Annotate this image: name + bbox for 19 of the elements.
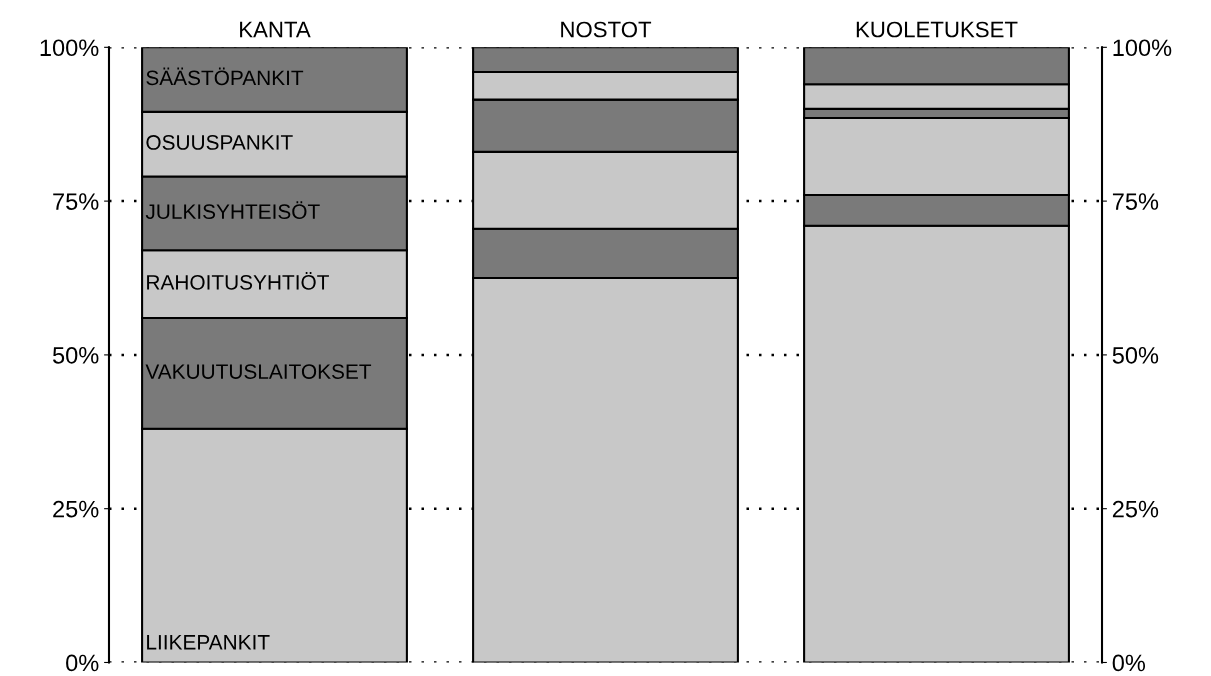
series-label: RAHOITUSYHTIÖT	[147, 272, 329, 290]
y2-tick-label: 50%	[1112, 346, 1159, 364]
series-label: LIIKEPANKIT	[147, 635, 270, 650]
y-tick-label: 75%	[53, 193, 99, 210]
y2-tick-label: 0%	[1112, 654, 1146, 672]
x-tick-label: NOSTOT	[561, 21, 652, 38]
series-label: JULKISYHTEISÖT	[145, 201, 320, 220]
y2-tick-label: 25%	[1112, 500, 1159, 518]
y-tick-label: 50%	[52, 346, 99, 364]
y-tick-label: 25%	[53, 500, 99, 518]
y-tick-label: 100%	[40, 39, 99, 57]
y2-tick-label: 75%	[1112, 193, 1159, 210]
y-tick-label: 0%	[66, 654, 99, 672]
x-tick-label: KUOLETUKSET	[856, 21, 1018, 38]
series-label: OSUUSPANKIT	[146, 135, 293, 150]
y2-tick-label: 100%	[1113, 39, 1172, 57]
x-tick-label: KANTA	[240, 21, 311, 38]
series-label: VAKUUTUSLAITOKSET	[145, 364, 372, 379]
series-label: SÄÄSTÖPANKIT	[146, 67, 304, 86]
